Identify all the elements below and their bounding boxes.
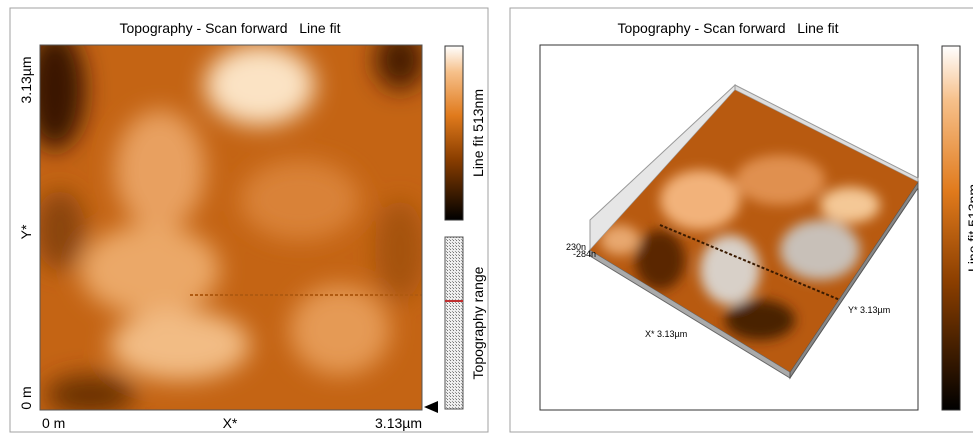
left-title: Topography - Scan forward Line fit xyxy=(119,20,340,36)
y-axis-top: 3.13µm xyxy=(18,57,34,104)
y-axis-bottom: 0 m xyxy=(18,386,34,409)
right-title: Topography - Scan forward Line fit xyxy=(617,20,838,36)
y-axis-label: Y* xyxy=(18,224,34,239)
colorbar-right xyxy=(942,46,960,410)
x-axis-right: 3.13µm xyxy=(375,415,422,431)
x-3d-label: X* 3.13µm xyxy=(645,329,687,339)
z-bottom-label: -284n xyxy=(573,249,596,259)
screen: Topography - Scan forward Line fit 3.13µ… xyxy=(0,0,973,434)
colorbar-right-label: Line fit 513nm xyxy=(965,184,973,272)
x-axis-label: X* xyxy=(223,415,238,431)
y-3d-label: Y* 3.13µm xyxy=(848,305,890,315)
colorbar-label: Line fit 513nm xyxy=(470,89,486,177)
x-axis-left: 0 m xyxy=(42,415,65,431)
range-bar[interactable] xyxy=(445,237,463,409)
range-label: Topography range xyxy=(470,266,486,379)
colorbar xyxy=(445,46,463,220)
topography-image xyxy=(25,30,425,415)
